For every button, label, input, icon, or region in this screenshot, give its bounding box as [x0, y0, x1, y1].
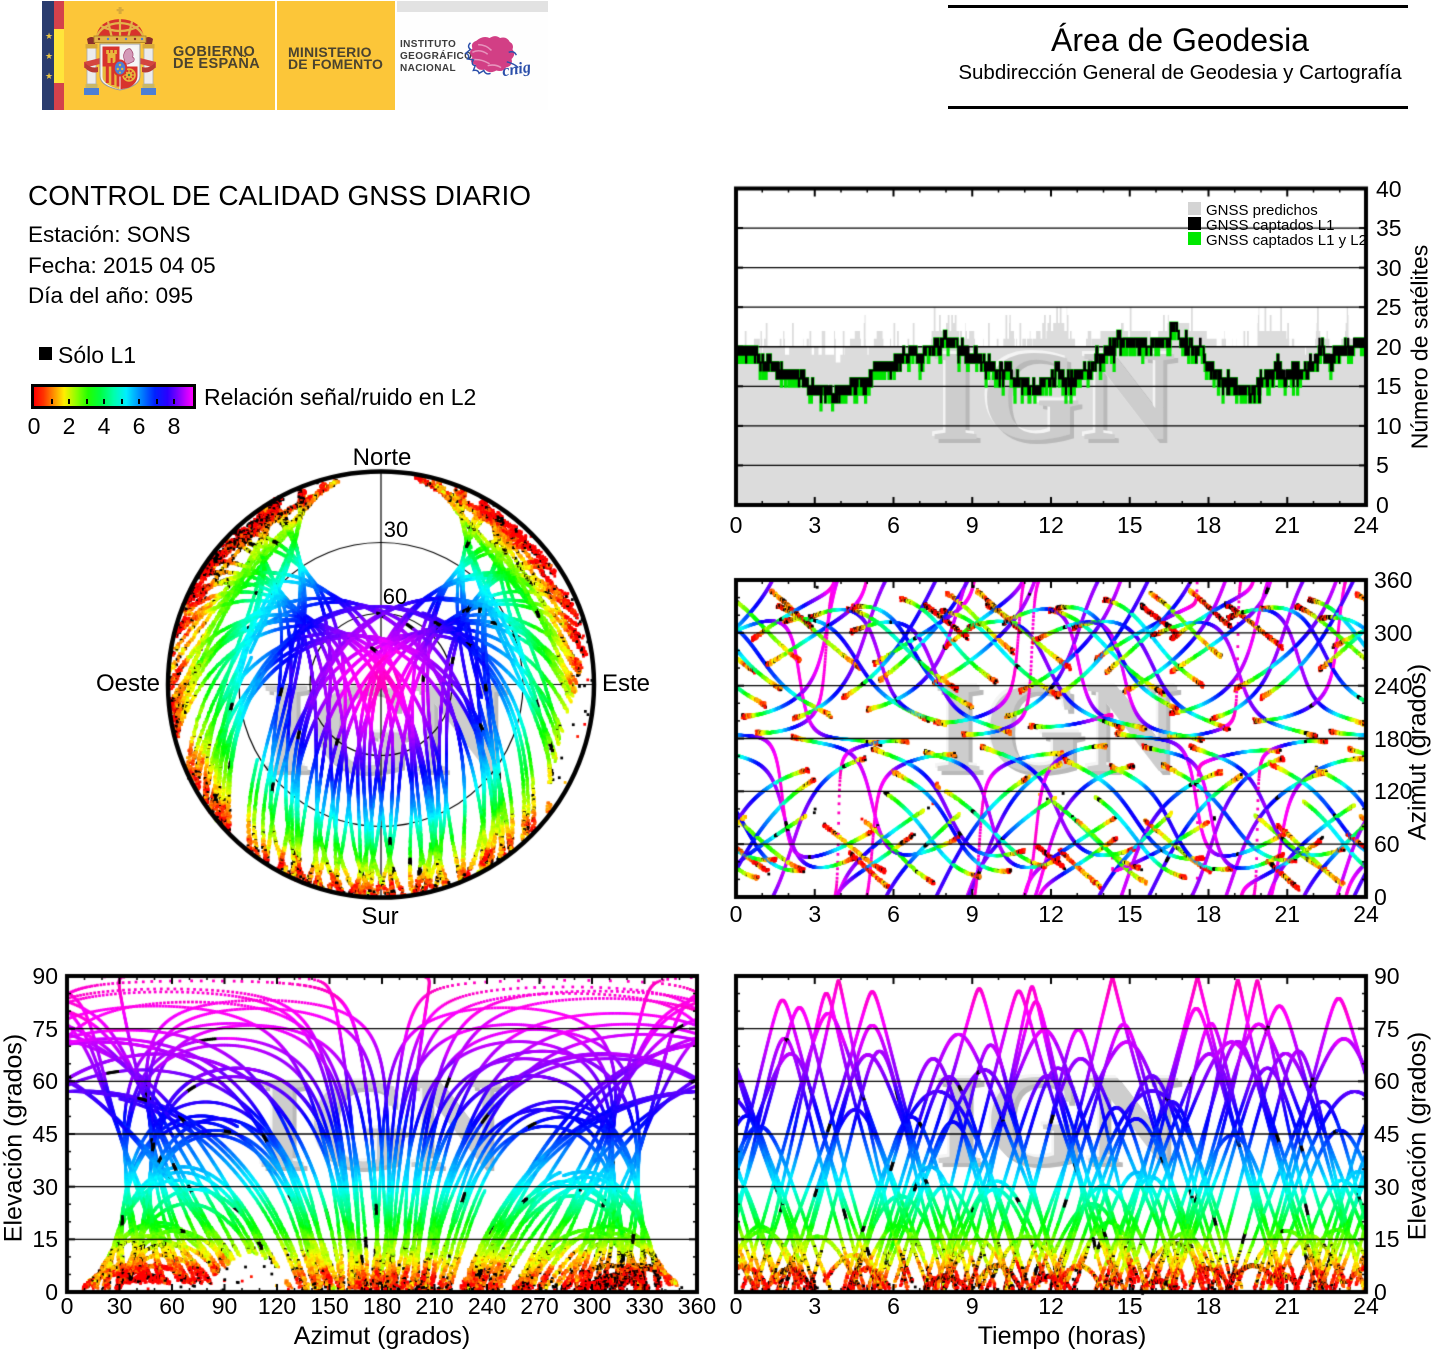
svg-text:cnig: cnig	[501, 58, 532, 80]
